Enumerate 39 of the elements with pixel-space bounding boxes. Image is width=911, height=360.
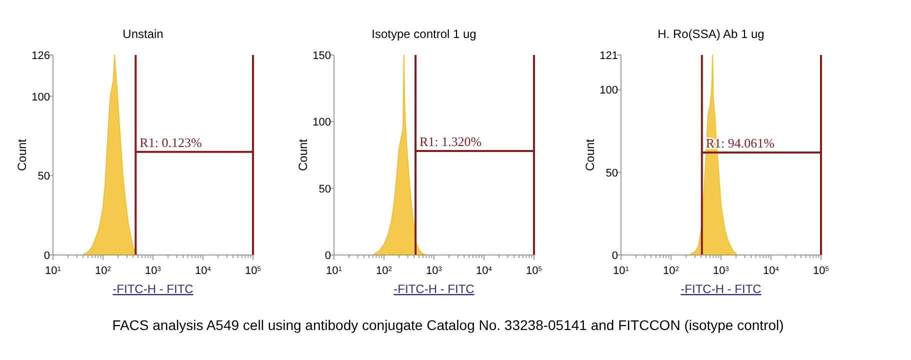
x-tick-label: 10$^{5}$ (526, 265, 542, 277)
y-tick-label: 126 (32, 50, 50, 62)
chart-title: H. Ro(SSA) Ab 1 ug (658, 27, 764, 41)
y-axis-title: Count (583, 138, 597, 172)
x-tick-label: 10$^{2}$ (376, 265, 392, 277)
y-tick-label: 100 (32, 91, 50, 104)
x-tick-label: 10$^{1}$ (326, 265, 342, 277)
chart-title: Unstain (122, 27, 164, 41)
y-tick-label: 0 (612, 250, 618, 262)
y-tick-label: 0 (324, 250, 331, 262)
x-tick-label: 10$^{3}$ (713, 265, 730, 277)
x-tick-label: 10$^{4}$ (195, 265, 212, 277)
y-tick-label: 100 (312, 116, 331, 129)
y-tick-label: 121 (600, 50, 618, 62)
y-tick-label: 150 (312, 50, 331, 62)
text: FACS analysis A549 cell using antibody conjugate Catalog No. 33238-05141 and FITCCON (isotype control) (112, 317, 784, 333)
y-tick-label: 0 (44, 250, 50, 262)
y-axis-title: Count (296, 138, 310, 172)
x-tick-label: 10$^{5}$ (245, 265, 262, 277)
annotation: R1: 0.123% (140, 134, 202, 150)
x-tick-label: 10$^{2}$ (95, 265, 112, 277)
chart-title: Isotype control 1 ug (372, 27, 476, 41)
x-tick-label: 10$^{2}$ (663, 265, 680, 277)
x-tick-label: 10$^{1}$ (613, 265, 630, 277)
x-axis-title: -FITC-H - FITC (680, 282, 762, 296)
y-tick-label: 100 (600, 84, 618, 97)
x-tick-label: 10$^{4}$ (476, 265, 492, 277)
annotation: R1: 1.320% (420, 134, 482, 149)
y-axis-title: Count (15, 138, 29, 172)
y-tick-label: 50 (38, 170, 50, 183)
y-tick-label: 50 (606, 167, 618, 180)
x-tick-label: 10$^{4}$ (763, 265, 780, 277)
x-tick-label: 10$^{1}$ (45, 265, 62, 277)
x-axis-title: -FITC-H - FITC (112, 282, 194, 296)
x-tick-label: 10$^{3}$ (145, 265, 162, 277)
x-tick-label: 10$^{3}$ (426, 265, 442, 277)
x-tick-label: 10$^{5}$ (813, 265, 830, 277)
x-axis-title: -FITC-H - FITC (394, 282, 475, 296)
y-tick-label: 50 (318, 183, 331, 196)
